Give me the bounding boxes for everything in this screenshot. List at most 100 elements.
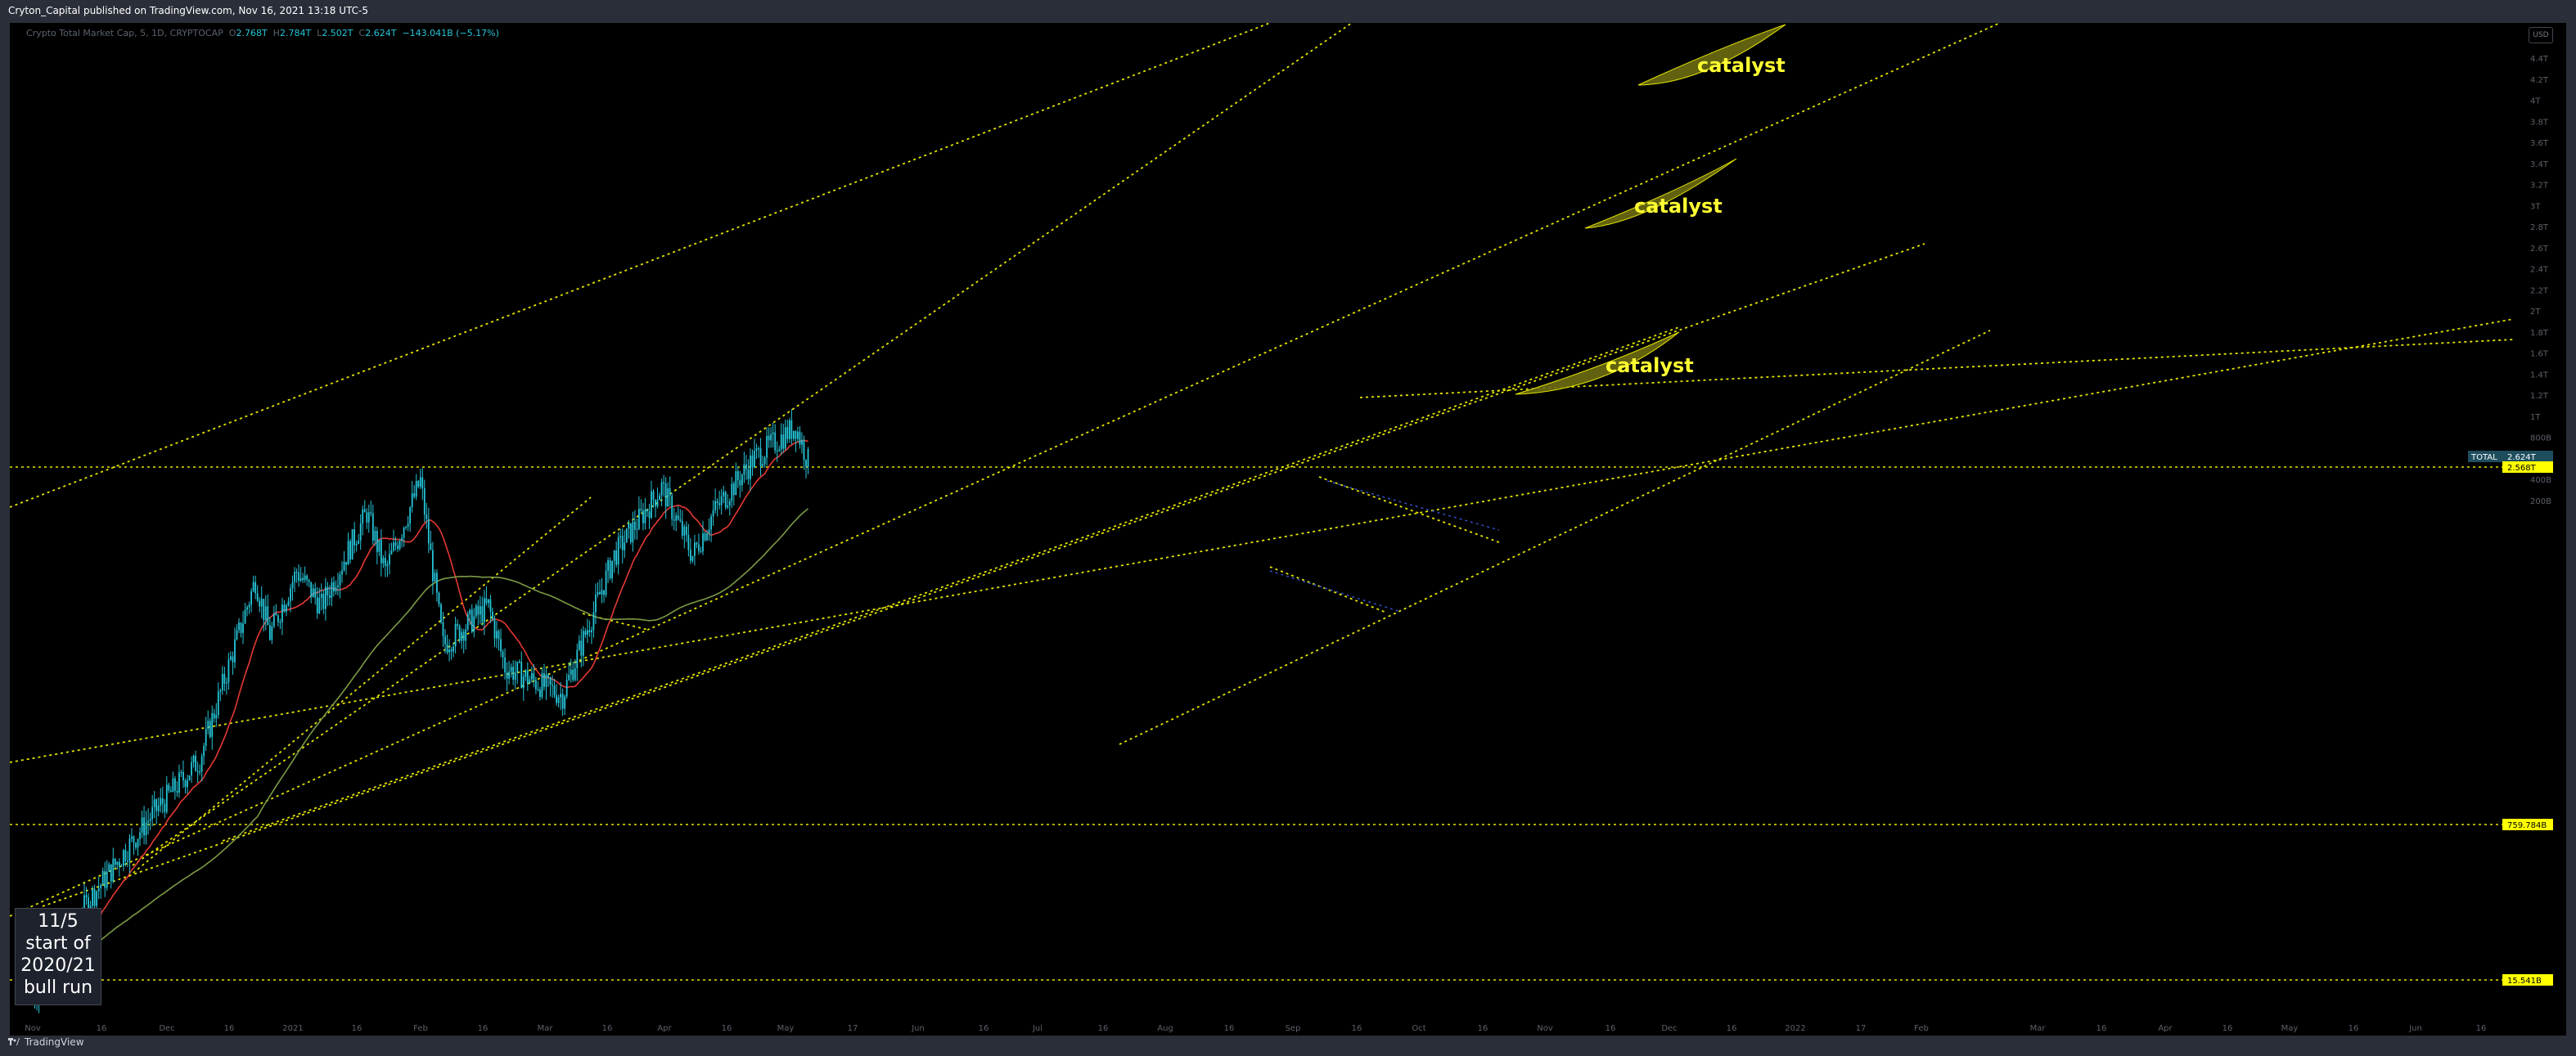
- currency-scale-button[interactable]: USD: [2529, 27, 2553, 43]
- x-tick-label: 16: [97, 1024, 107, 1033]
- candle-body: [642, 510, 644, 524]
- candle-body: [442, 622, 444, 636]
- candle-body: [133, 836, 135, 843]
- candle-body: [782, 434, 785, 449]
- y-tick-label: 800B: [2530, 434, 2551, 443]
- candle-body: [236, 630, 238, 640]
- price-label-bg: [2502, 451, 2553, 462]
- candle-body: [354, 529, 356, 546]
- x-tick-label: Nov: [1537, 1024, 1553, 1033]
- candle-body: [104, 870, 106, 888]
- tradingview-logo[interactable]: TradingView: [8, 1036, 84, 1048]
- candle-body: [295, 571, 298, 573]
- y-tick-label: 3.2T: [2530, 182, 2549, 191]
- price-label-bg: [2502, 819, 2553, 830]
- candle-body: [659, 495, 660, 500]
- candle-body: [192, 755, 195, 762]
- candle-body: [702, 533, 704, 551]
- candle-body: [660, 482, 663, 496]
- x-tick-label: Oct: [1412, 1024, 1425, 1033]
- candle-body: [609, 559, 611, 578]
- candle-body: [137, 838, 139, 848]
- high-label: H: [272, 28, 280, 38]
- candle-body: [700, 550, 702, 552]
- candle-body: [180, 771, 182, 774]
- candle-body: [716, 501, 718, 504]
- candle-body: [469, 609, 471, 614]
- candle-body: [444, 636, 446, 645]
- candle-body: [277, 615, 279, 622]
- candle-body: [173, 778, 176, 791]
- candle-body: [617, 537, 619, 565]
- candle-body: [457, 623, 459, 627]
- candle-body: [431, 550, 434, 582]
- candle-body: [576, 649, 579, 668]
- candle-body: [656, 499, 659, 507]
- change-value: −143.041B (−5.17%): [402, 28, 499, 38]
- candle-body: [299, 577, 302, 582]
- x-tick-label: Dec: [1661, 1024, 1677, 1033]
- candle-body: [539, 690, 541, 698]
- trendline: [10, 23, 2001, 917]
- candle-body: [85, 895, 88, 897]
- candle-body: [754, 450, 755, 468]
- candle-body: [735, 471, 737, 496]
- chart-area[interactable]: catalyst catalyst catalyst 4.4T 4.2T 4T 3.8T 3…: [10, 23, 2566, 1036]
- candle-body: [318, 597, 321, 613]
- candle-body: [413, 493, 416, 497]
- open-label: O: [228, 28, 236, 38]
- candle-body: [145, 822, 147, 836]
- candle-body: [681, 520, 683, 536]
- candle-body: [629, 523, 632, 542]
- candle-body: [363, 509, 366, 513]
- low-label: L: [317, 28, 322, 38]
- y-tick-label: 3.6T: [2530, 139, 2549, 148]
- candle-body: [547, 674, 549, 678]
- candle-body: [799, 431, 801, 445]
- x-tick-label: 16: [602, 1024, 613, 1033]
- price-chart[interactable]: catalyst catalyst catalyst 4.4T 4.2T 4T 3.8T 3…: [10, 23, 2566, 1036]
- symbol-legend: Crypto Total Market Cap, 5, 1D, CRYPTOCA…: [26, 28, 499, 38]
- candle-body: [263, 599, 265, 621]
- candle-body: [574, 667, 576, 681]
- x-tick-label: 2021: [282, 1024, 303, 1033]
- candle-body: [706, 533, 708, 541]
- moving-averages: [32, 439, 809, 1002]
- candle-body: [772, 432, 774, 434]
- candle-body: [636, 528, 638, 531]
- candle-body: [294, 571, 295, 582]
- candle-body: [127, 861, 128, 862]
- candle-body: [580, 640, 583, 656]
- candle-body: [479, 606, 481, 615]
- candle-body: [227, 659, 230, 683]
- candle-body: [805, 460, 807, 467]
- x-tick-label: 16: [1224, 1024, 1235, 1033]
- candle-body: [312, 588, 314, 598]
- candle-body: [615, 550, 618, 565]
- candle-body: [543, 673, 545, 687]
- trendline: [42, 243, 1925, 907]
- candle-body: [341, 570, 343, 575]
- x-tick-label: Jun: [911, 1024, 925, 1033]
- x-tick-label: Dec: [159, 1024, 174, 1033]
- y-tick-label: 3T: [2530, 202, 2541, 211]
- candle-body: [557, 697, 560, 703]
- candle-body: [628, 523, 630, 529]
- candle-body: [545, 674, 547, 687]
- candle-body: [743, 464, 745, 475]
- candle-body: [786, 427, 789, 439]
- candle-body: [453, 646, 454, 652]
- candle-body: [648, 511, 651, 519]
- candle-body: [217, 691, 219, 716]
- x-tick-label: 16: [722, 1024, 732, 1033]
- candle-body: [108, 864, 110, 872]
- candle-body: [561, 694, 564, 709]
- candle-body: [328, 595, 331, 598]
- candle-body: [196, 771, 199, 772]
- y-tick-label: 4T: [2530, 97, 2541, 106]
- candle-body: [409, 507, 412, 524]
- candle-body: [153, 799, 155, 807]
- y-tick-label: 200B: [2530, 497, 2551, 506]
- candle-body: [191, 762, 192, 776]
- candle-body: [582, 631, 584, 656]
